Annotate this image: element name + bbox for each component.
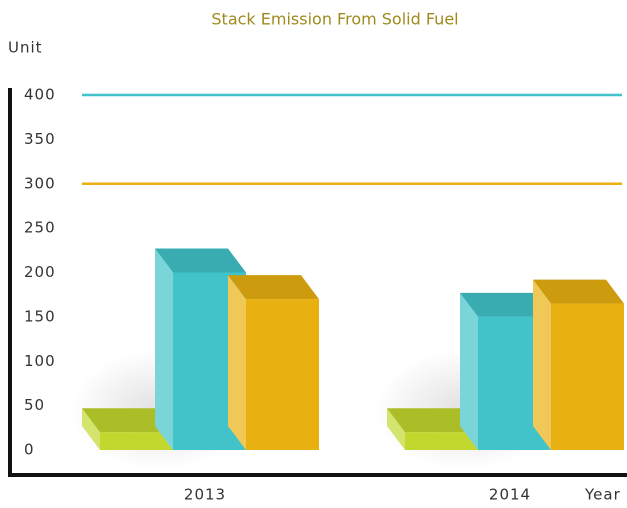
- bar-side: [228, 275, 246, 450]
- bar-top: [387, 408, 478, 433]
- bar: [387, 408, 478, 450]
- bar-side: [155, 248, 173, 450]
- chart-title: Stack Emission From Solid Fuel: [211, 10, 458, 29]
- y-tick-label: 150: [24, 307, 56, 325]
- x-axis-label: Year: [584, 486, 621, 504]
- bar: [82, 408, 173, 450]
- bar: [533, 279, 624, 450]
- bar-top: [533, 279, 624, 304]
- bar-front: [551, 303, 624, 450]
- bar-side: [460, 292, 478, 450]
- y-tick-label: 50: [24, 396, 45, 414]
- bar-top: [228, 275, 319, 300]
- bar: [228, 275, 319, 450]
- bar-front: [100, 432, 173, 450]
- x-tick-label: 2013: [184, 486, 226, 504]
- bar-top: [460, 292, 551, 317]
- bar-side: [533, 279, 551, 450]
- bar-side: [82, 408, 100, 450]
- bar-top: [82, 408, 173, 433]
- y-tick-label: 200: [24, 263, 56, 281]
- y-tick-label: 300: [24, 174, 56, 192]
- bar-front: [405, 432, 478, 450]
- bar-front: [246, 299, 319, 450]
- y-tick-label: 400: [24, 86, 56, 104]
- bar-side: [387, 408, 405, 450]
- y-tick-label: 250: [24, 219, 56, 237]
- y-tick-label: 350: [24, 130, 56, 148]
- x-tick-label: 2014: [489, 486, 531, 504]
- y-axis-label: Unit: [8, 39, 43, 57]
- y-tick-label: 0: [24, 441, 35, 459]
- bar-top: [155, 248, 246, 273]
- y-tick-label: 100: [24, 352, 56, 370]
